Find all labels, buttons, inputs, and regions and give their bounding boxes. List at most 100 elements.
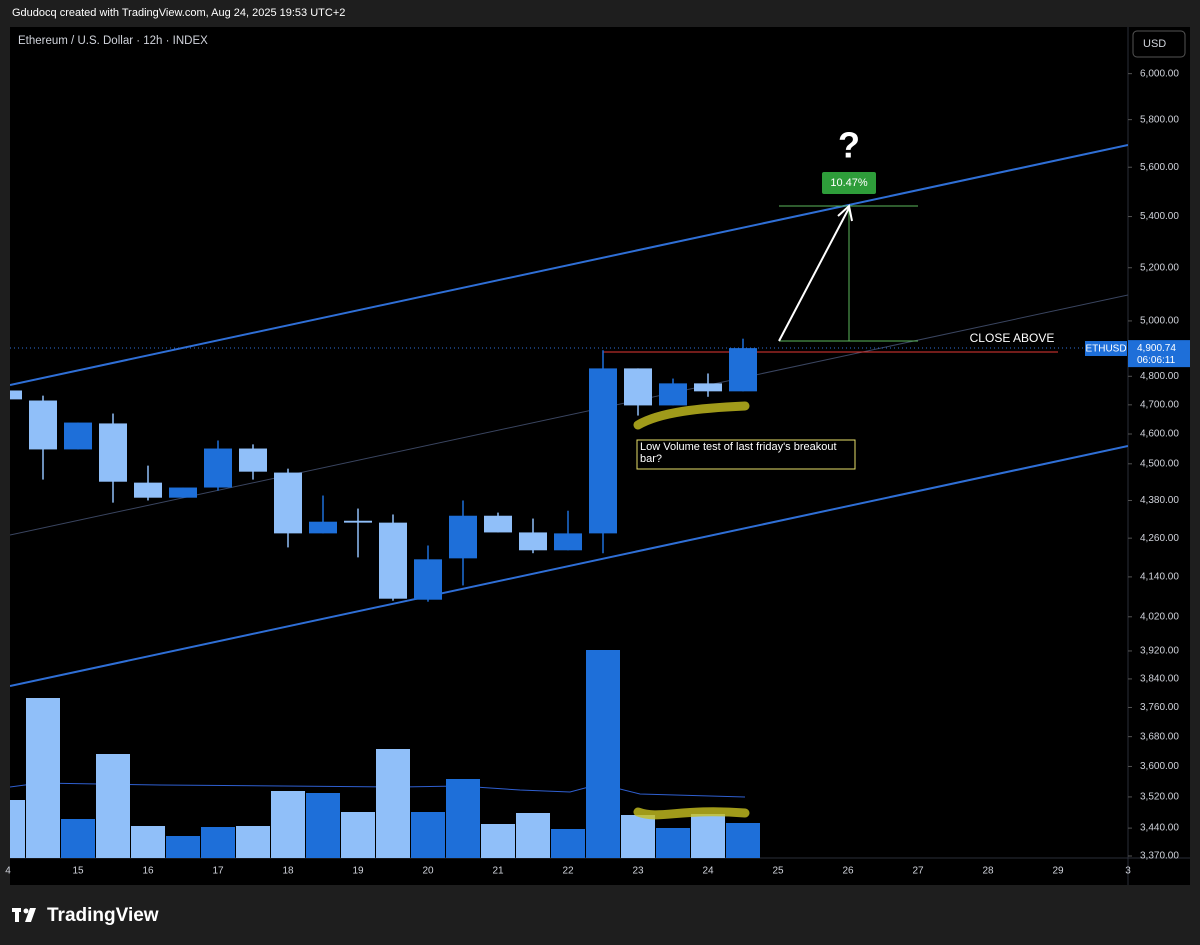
countdown: 06:06:11 [1137, 355, 1176, 366]
logo-part [25, 908, 36, 922]
candle-body [309, 521, 337, 534]
x-tick-label: 17 [212, 866, 224, 877]
volume-bar [621, 815, 655, 858]
note: Low Volume test of last friday's breakou… [640, 441, 837, 465]
highlight [633, 401, 750, 430]
y-tick-label: 3,520.00 [1140, 792, 1179, 803]
x-tick-label: 19 [352, 866, 364, 877]
question: ? [838, 125, 860, 166]
y-tick-label: 5,800.00 [1140, 114, 1179, 125]
candle-body [554, 533, 582, 551]
volume-bar [691, 814, 725, 858]
candle-body [624, 368, 652, 406]
volume-bar [61, 819, 95, 858]
y-tick-label: 3,600.00 [1140, 761, 1179, 772]
x-tick-label: 16 [142, 866, 154, 877]
highlight [633, 807, 750, 820]
y-tick-label: 4,700.00 [1140, 399, 1179, 410]
candle-body [519, 532, 547, 551]
y-tick-label: 3,440.00 [1140, 823, 1179, 834]
x-tick-label: 23 [632, 866, 644, 877]
volume-bar [26, 698, 60, 858]
y-tick-label: 4,140.00 [1140, 572, 1179, 583]
y-tick-label: 3,370.00 [1140, 851, 1179, 862]
y-tick-label: 5,200.00 [1140, 262, 1179, 273]
y-tick-label: 3,760.00 [1140, 702, 1179, 713]
currency-button[interactable] [1132, 30, 1186, 58]
logo-part [23, 908, 29, 914]
y-tick-label: 5,400.00 [1140, 211, 1179, 222]
x-tick-label: 28 [982, 866, 994, 877]
candle-body [484, 515, 512, 533]
volume-bar [726, 823, 760, 858]
volume-bar [516, 813, 550, 858]
x-tick-label: 26 [842, 866, 854, 877]
channel-lower [10, 445, 1128, 687]
note-box [636, 439, 856, 470]
volume-bar [201, 827, 235, 858]
x-tick-label: 15 [72, 866, 84, 877]
y-tick-label: 3,680.00 [1140, 731, 1179, 742]
y-tick-label: 6,000.00 [1140, 68, 1179, 79]
volume-bar [271, 791, 305, 858]
x-tick-label: 4 [5, 866, 11, 877]
x-tick-label: 27 [912, 866, 924, 877]
x-tick-label: 18 [282, 866, 294, 877]
candle-body [274, 472, 302, 534]
candle-body [64, 422, 92, 450]
candle-body [29, 400, 57, 450]
volume-bar [166, 836, 200, 858]
percent-box [822, 172, 876, 194]
x-tick-label: 21 [492, 866, 504, 877]
candle-body [379, 522, 407, 599]
x-tick-label: 20 [422, 866, 434, 877]
symbol-label: ETHUSD [1085, 344, 1126, 355]
logo-part [15, 908, 19, 922]
candle-body [589, 368, 617, 534]
footer: TradingView [47, 905, 159, 926]
last-price: 4,900.74 [1137, 343, 1176, 354]
percent: 10.47% [830, 177, 868, 189]
chart-title: Ethereum / U.S. Dollar · 12h · INDEX [18, 35, 208, 47]
volume-bar [656, 828, 690, 858]
volume-bar [411, 812, 445, 858]
x-tick-label: 22 [562, 866, 574, 877]
candle-body [729, 348, 757, 392]
close-above: CLOSE ABOVE [970, 331, 1055, 345]
y-tick-label: 3,840.00 [1140, 674, 1179, 685]
candle-body [134, 482, 162, 498]
note-container: Low Volume test of last friday's breakou… [640, 441, 837, 465]
candle-body [99, 423, 127, 482]
symbol-label-box [1085, 341, 1127, 356]
y-tick-label: 4,500.00 [1140, 458, 1179, 469]
candle-body [204, 448, 232, 488]
candle-body [239, 448, 267, 472]
candle-body [694, 383, 722, 392]
annotations: 10.47% ? CLOSE ABOVE Low Volume test of … [633, 125, 1127, 820]
last-price-box [1128, 340, 1190, 368]
x-tick-label: 25 [772, 866, 784, 877]
volume-bar [236, 826, 270, 858]
y-tick-label: 4,600.00 [1140, 429, 1179, 440]
volume-bar [96, 754, 130, 858]
footer-logo [12, 908, 36, 922]
volume-bar [586, 650, 620, 858]
x-tick-label: 3 [1125, 866, 1131, 877]
candle-body [414, 559, 442, 600]
y-tick-label: 5,600.00 [1140, 162, 1179, 173]
axes: 6,000.00 5,800.00 5,600.00 5,400.00 5,200.00… [5, 68, 1190, 877]
volume-bar [306, 793, 340, 858]
volume-bar [10, 800, 25, 858]
volume-bar [481, 824, 515, 858]
volume-bar [446, 779, 480, 858]
volume-bar [376, 749, 410, 858]
y-tick-label: 4,020.00 [1140, 611, 1179, 622]
x-tick-label: 24 [702, 866, 714, 877]
candle-body [169, 487, 197, 498]
y-tick-label: 5,000.00 [1140, 316, 1179, 327]
y-tick-label: 4,800.00 [1140, 371, 1179, 382]
y-tick-label: 4,260.00 [1140, 533, 1179, 544]
arrow-head [837, 204, 853, 222]
candle-body [449, 515, 477, 559]
